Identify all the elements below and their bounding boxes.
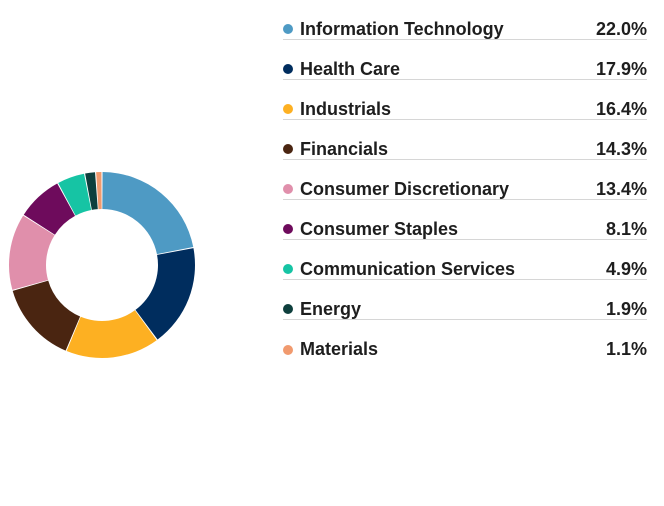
donut-slice-information-technology [102,172,194,255]
legend-swatch [283,144,293,154]
legend-swatch [283,224,293,234]
legend-row: Consumer Staples 8.1% [283,183,647,240]
donut-slice-health-care [135,248,195,340]
legend-label: Industrials [300,98,392,119]
donut-slice-consumer-discretionary [9,215,55,290]
legend-swatch [283,64,293,74]
legend-label: Consumer Discretionary [300,178,510,199]
legend-row: Industrials 16.4% [283,63,647,120]
legend-value: 8.1% [605,218,647,239]
legend-label: Consumer Staples [300,218,459,239]
legend-value: 1.1% [605,339,647,359]
legend-label: Communication Services [300,258,516,279]
legend-value: 14.3% [595,138,647,159]
legend-row: Communication Services 4.9% [283,223,647,280]
legend-row: Energy 1.9% [283,263,647,320]
legend-row: Financials 14.3% [283,103,647,160]
legend-swatch [283,304,293,314]
donut-slice-energy [85,172,98,210]
legend-row: Materials 1.1% [283,303,647,360]
donut-slice-materials [96,172,102,210]
legend-value: 1.9% [605,298,647,319]
legend-label: Health Care [300,58,401,79]
donut-slice-consumer-staples [23,183,76,235]
legend-row: Health Care 17.9% [283,23,647,80]
donut-slice-communication-services [58,173,92,216]
legend-swatch [283,24,293,34]
legend-label: Financials [300,138,389,159]
legend-row: Information Technology 22.0% [283,0,647,40]
legend-value: 22.0% [595,18,647,39]
legend-value: 16.4% [595,98,647,119]
legend-label: Energy [300,298,362,319]
legend-value: 13.4% [595,178,647,199]
legend-swatch [283,104,293,114]
donut-slice-industrials [66,310,157,358]
sector-legend: Information Technology 22.0% Health Care 1… [283,0,647,360]
legend-label: Materials [300,339,379,359]
legend-label: Information Technology [300,18,504,39]
legend-row: Consumer Discretionary 13.4% [283,143,647,200]
legend-swatch [283,184,293,194]
donut-slice-financials [12,280,81,351]
legend-value: 17.9% [595,58,647,79]
legend-value: 4.9% [605,258,647,279]
legend-swatch [283,264,293,274]
legend-swatch [283,344,293,355]
sector-donut-chart [9,172,195,358]
